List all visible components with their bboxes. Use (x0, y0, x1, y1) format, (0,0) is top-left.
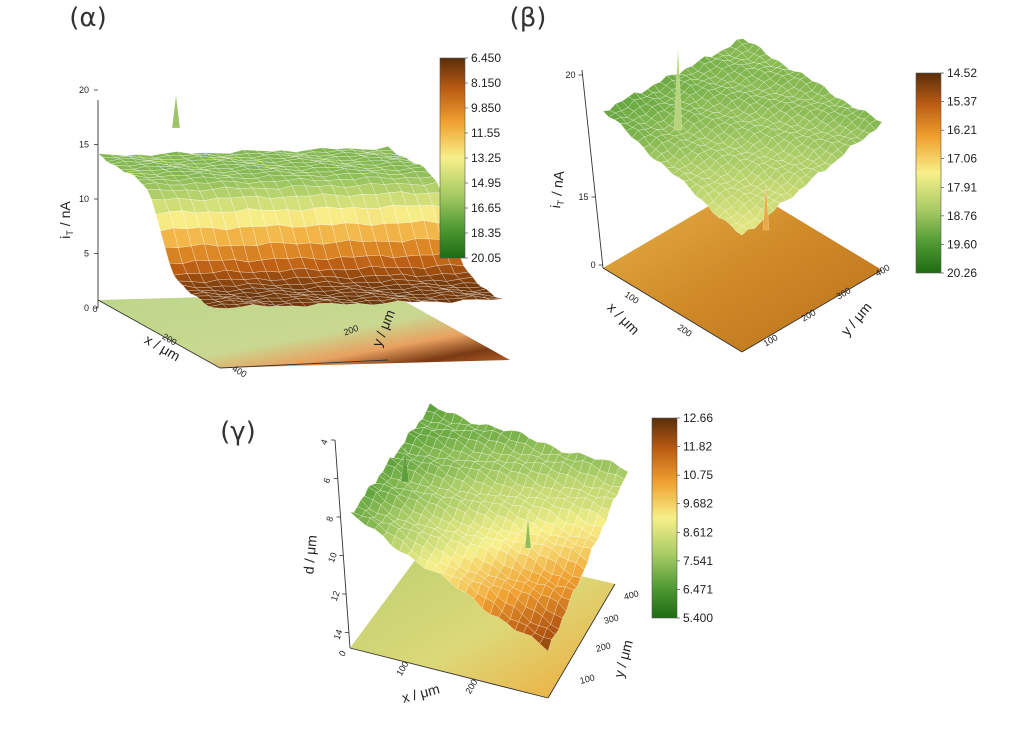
x-tick-label: 100 (623, 289, 641, 306)
colorbar-label: 17.06 (947, 152, 977, 166)
colorbar-label: 19.60 (947, 237, 977, 251)
surface-facet (262, 302, 280, 307)
surface-peak (524, 517, 532, 549)
x-tick-label: 0 (92, 304, 97, 314)
z-tick-label: 15 (79, 140, 89, 150)
surface-peak (673, 47, 683, 131)
surface-peak (762, 184, 770, 231)
y-axis-label: y / μm (610, 638, 635, 679)
z-tick-label: 10 (79, 194, 89, 204)
z-axis-label: iT / nA (547, 169, 569, 209)
x-axis (349, 647, 549, 699)
z-tick-label: 8 (324, 515, 335, 523)
colorbar-label: 15.37 (947, 95, 977, 109)
colorbar-label: 12.66 (683, 411, 713, 425)
surface-facet (420, 298, 439, 303)
z-tick-label: 0 (84, 303, 89, 313)
surface-facet (341, 302, 359, 305)
y-axis (219, 359, 389, 369)
colorbar-label: 9.850 (471, 101, 501, 115)
y-tick-label: 400 (623, 588, 640, 602)
colorbar-label: 6.471 (683, 582, 713, 596)
panel-label: (β) (510, 3, 547, 33)
surface-mesh (602, 38, 883, 236)
z-axis-label: iT / nA (57, 201, 75, 239)
colorbar-bar (439, 57, 466, 259)
surface-mesh (349, 402, 629, 652)
z-tick-label: 14 (332, 628, 345, 641)
z-axis (334, 439, 351, 649)
colorbar-label: 13.25 (471, 151, 501, 165)
surface-mesh (97, 146, 504, 309)
surface-facet (735, 225, 749, 236)
colorbar-label: 8.150 (471, 76, 501, 90)
colorbar-label: 5.400 (683, 611, 713, 625)
y-tick-label: 300 (603, 612, 620, 626)
colorbar-label: 14.95 (471, 176, 501, 190)
colorbar-label: 16.21 (947, 123, 977, 137)
x-axis (97, 299, 221, 369)
z-axis (581, 69, 604, 269)
z-tick-label: 10 (326, 551, 339, 564)
surface-peak (171, 94, 181, 129)
colorbar-label: 8.612 (683, 525, 713, 539)
x-tick-label: 0 (337, 649, 348, 658)
y-axis-label: y / μm (838, 299, 875, 339)
colorbar-label: 18.76 (947, 209, 977, 223)
colorbar-label: 7.541 (683, 554, 713, 568)
z-tick-label: 20 (566, 70, 576, 80)
z-tick-label: 5 (84, 249, 89, 259)
panel-label: (γ) (220, 417, 256, 447)
colorbar-label: 11.82 (683, 440, 712, 454)
colorbar-label: 20.26 (947, 266, 977, 280)
z-axis-label: d / μm (300, 534, 319, 574)
y-axis (741, 269, 883, 353)
z-tick-label: 6 (321, 476, 332, 484)
colorbar-label: 6.450 (471, 51, 501, 65)
x-axis (602, 267, 743, 353)
x-axis-label: x / μm (400, 680, 441, 705)
colorbar-label: 20.05 (471, 251, 501, 265)
colorbar-label: 14.52 (947, 66, 977, 80)
colorbar-bar (915, 72, 942, 274)
y-tick-label: 200 (595, 640, 612, 654)
y-tick-label: 100 (579, 672, 596, 686)
z-tick-label: 15 (578, 192, 588, 202)
surface-peak (400, 447, 410, 483)
colorbar-label: 10.75 (683, 468, 713, 482)
y-axis (547, 583, 616, 699)
floor-projection (98, 292, 510, 368)
colorbar-label: 11.55 (471, 126, 500, 140)
colorbar-label: 17.91 (947, 180, 977, 194)
colorbar-label: 9.682 (683, 497, 713, 511)
surface-facet (539, 637, 552, 652)
y-tick-label: 400 (873, 262, 891, 278)
z-tick-label: 4 (319, 438, 330, 446)
colorbar-label: 16.65 (471, 201, 501, 215)
z-tick-label: 0 (591, 260, 596, 270)
surface-facet (486, 297, 504, 301)
panel-label: (α) (69, 3, 106, 33)
colorbar-label: 18.35 (471, 226, 501, 240)
surface-facet (209, 303, 228, 309)
x-axis-label: x / μm (604, 299, 642, 337)
z-tick-label: 12 (329, 590, 342, 603)
z-tick-label: 20 (79, 85, 89, 95)
y-tick-label: 200 (342, 323, 360, 338)
x-tick-label: 200 (676, 322, 694, 339)
colorbar-bar (651, 417, 678, 619)
